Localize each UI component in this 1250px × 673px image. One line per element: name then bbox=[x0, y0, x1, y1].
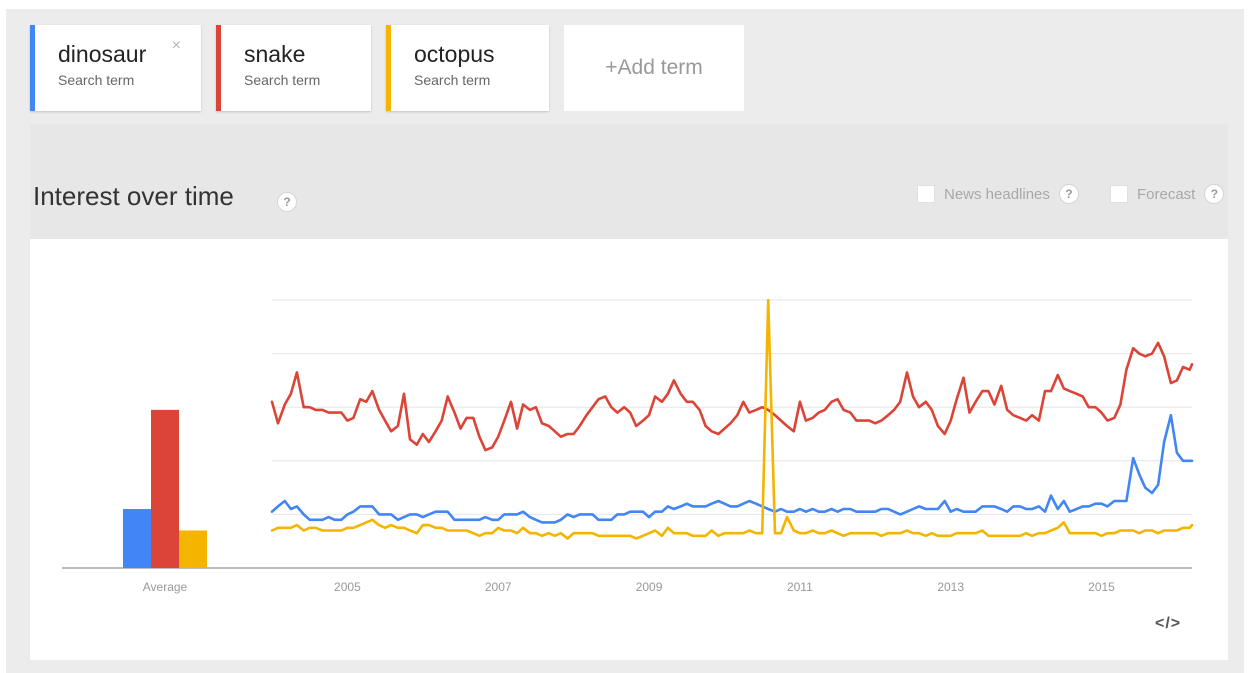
term-name: snake bbox=[244, 41, 306, 67]
x-tick-label: 2011 bbox=[787, 580, 813, 594]
news-headlines-checkbox[interactable] bbox=[917, 185, 935, 203]
close-icon[interactable]: × bbox=[171, 37, 181, 54]
forecast-label: Forecast bbox=[1137, 185, 1196, 203]
average-bar-snake bbox=[151, 409, 179, 568]
help-icon[interactable]: ? bbox=[1058, 184, 1079, 204]
average-label: Average bbox=[143, 580, 188, 594]
x-tick-label: 2009 bbox=[636, 580, 663, 594]
chart-panel bbox=[30, 239, 1228, 660]
x-tick-label: 2007 bbox=[485, 580, 512, 594]
news-headlines-label: News headlines bbox=[944, 185, 1050, 203]
term-card-octopus[interactable]: octopus Search term bbox=[386, 25, 549, 111]
section-title: Interest over time bbox=[33, 181, 234, 211]
x-tick-label: 2015 bbox=[1088, 580, 1115, 594]
term-type-label: Search term bbox=[244, 72, 321, 88]
average-bar-dinosaur bbox=[123, 509, 151, 568]
add-term-button[interactable]: +Add term bbox=[564, 25, 744, 111]
section-header-band bbox=[30, 124, 1228, 239]
x-tick-label: 2005 bbox=[334, 580, 361, 594]
term-color-stripe bbox=[30, 25, 35, 111]
term-type-label: Search term bbox=[58, 72, 135, 88]
forecast-option[interactable]: Forecast ? bbox=[1110, 184, 1225, 204]
help-icon[interactable]: ? bbox=[1204, 184, 1225, 204]
term-card-snake[interactable]: snake Search term bbox=[216, 25, 371, 111]
series-line-dinosaur bbox=[270, 413, 1194, 524]
series-line-snake bbox=[270, 341, 1194, 452]
term-type-label: Search term bbox=[414, 72, 491, 88]
help-icon[interactable]: ? bbox=[277, 192, 297, 212]
term-name: dinosaur bbox=[58, 41, 147, 67]
term-card-dinosaur[interactable]: dinosaur Search term × bbox=[30, 25, 201, 111]
news-headlines-option[interactable]: News headlines ? bbox=[917, 184, 1079, 204]
term-color-stripe bbox=[386, 25, 391, 111]
series-line-octopus bbox=[270, 298, 1194, 540]
term-color-stripe bbox=[216, 25, 221, 111]
embed-code-icon[interactable]: </> bbox=[1155, 615, 1182, 632]
x-tick-label: 2013 bbox=[937, 580, 964, 594]
term-name: octopus bbox=[414, 41, 495, 67]
average-bar-octopus bbox=[179, 530, 207, 568]
forecast-checkbox[interactable] bbox=[1110, 185, 1128, 203]
